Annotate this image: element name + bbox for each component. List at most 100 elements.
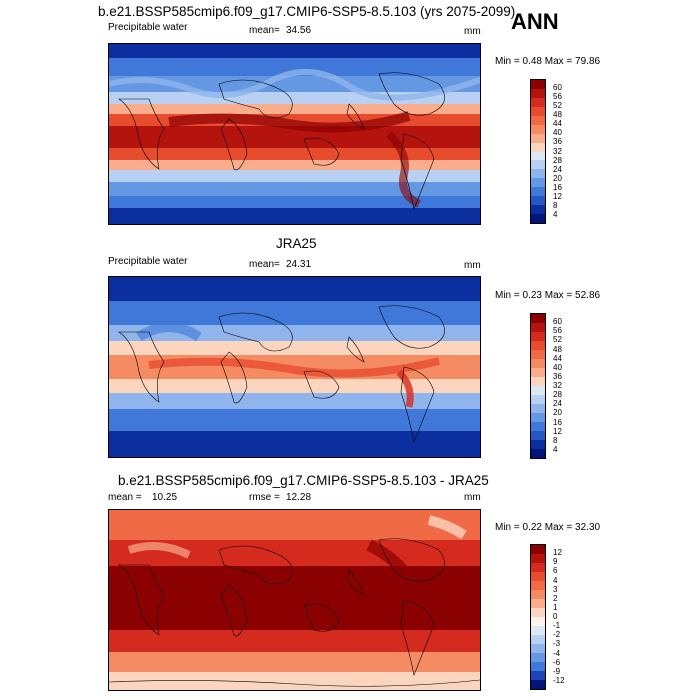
colorbar-swatch xyxy=(531,323,545,332)
colorbar-swatch xyxy=(531,341,545,350)
panel3-rmse-value: 12.28 xyxy=(286,492,312,503)
colorbar-swatch xyxy=(531,554,545,563)
colorbar-swatch xyxy=(531,80,545,89)
colorbar-swatch xyxy=(531,151,545,161)
colorbar-swatch xyxy=(531,106,545,116)
colorbar-tick-label: -2 xyxy=(553,630,561,640)
colorbar-swatch xyxy=(531,178,545,188)
colorbar-tick-label: 60 xyxy=(553,317,562,327)
panel2-units: mm xyxy=(464,260,481,271)
panel1-mean-value: 34.56 xyxy=(286,25,312,36)
panel3-mean-label: mean = xyxy=(108,492,142,503)
colorbar-swatch xyxy=(531,97,545,107)
colorbar-swatch xyxy=(531,545,545,554)
panel1-map xyxy=(108,43,481,225)
colorbar-swatch xyxy=(531,422,545,431)
panel2-mean-label: mean= xyxy=(249,259,280,270)
colorbar-tick-label: 24 xyxy=(553,164,562,174)
colorbar-tick-label: 12 xyxy=(553,548,562,558)
colorbar-tick-label: 48 xyxy=(553,344,562,354)
colorbar-tick-label: 40 xyxy=(553,128,562,138)
colorbar-tick-label: 36 xyxy=(553,137,562,147)
colorbar-tick-label: 4 xyxy=(553,209,558,219)
panel2-map xyxy=(108,276,481,458)
colorbar-swatch xyxy=(531,115,545,125)
panel3-minmax: Min = 0.22 Max = 32.30 xyxy=(495,522,601,533)
panel3-title: b.e21.BSSP585cmip6.f09_g17.CMIP6-SSP5-8.… xyxy=(118,473,489,488)
colorbar-tick-label: 48 xyxy=(553,110,562,120)
panel3-colorbar xyxy=(530,544,546,690)
panel1-mean-label: mean= xyxy=(249,25,280,36)
colorbar-swatch xyxy=(531,359,545,368)
colorbar-swatch xyxy=(531,581,545,590)
colorbar-swatch xyxy=(531,608,545,617)
colorbar-tick-label: -3 xyxy=(553,639,561,649)
colorbar-swatch xyxy=(531,395,545,404)
colorbar-swatch xyxy=(531,653,545,662)
colorbar-tick-label: 32 xyxy=(553,146,562,156)
colorbar-swatch xyxy=(531,413,545,422)
panel1-coastlines xyxy=(118,72,445,211)
colorbar-tick-label: 16 xyxy=(553,182,562,192)
colorbar-swatch xyxy=(531,635,545,644)
colorbar-tick-label: -12 xyxy=(553,675,565,685)
colorbar-tick-label: 40 xyxy=(553,362,562,372)
colorbar-tick-label: 36 xyxy=(553,371,562,381)
colorbar-tick-label: 8 xyxy=(553,435,558,445)
colorbar-swatch xyxy=(531,205,545,215)
colorbar-swatch xyxy=(531,572,545,581)
colorbar-swatch xyxy=(531,680,545,689)
panel1-units: mm xyxy=(464,26,481,37)
panel2-coastlines xyxy=(118,305,445,444)
colorbar-tick-label: 3 xyxy=(553,584,558,594)
colorbar-tick-label: -6 xyxy=(553,657,561,667)
colorbar-tick-label: 56 xyxy=(553,326,562,336)
colorbar-tick-label: 16 xyxy=(553,417,562,427)
colorbar-tick-label: 6 xyxy=(553,566,558,576)
colorbar-swatch xyxy=(531,142,545,152)
colorbar-tick-label: 60 xyxy=(553,83,562,93)
colorbar-tick-label: 4 xyxy=(553,444,558,454)
colorbar-tick-label: -4 xyxy=(553,648,561,658)
colorbar-swatch xyxy=(531,350,545,359)
colorbar-swatch xyxy=(531,332,545,341)
panel1-variable: Precipitable water xyxy=(108,22,188,33)
colorbar-tick-label: 52 xyxy=(553,101,562,111)
colorbar-swatch xyxy=(531,431,545,440)
panel2-title: JRA25 xyxy=(276,236,317,251)
colorbar-tick-label: 24 xyxy=(553,399,562,409)
colorbar-swatch xyxy=(531,160,545,170)
colorbar-swatch xyxy=(531,404,545,413)
colorbar-swatch xyxy=(531,386,545,395)
colorbar-swatch xyxy=(531,368,545,377)
panel2-colorbar xyxy=(530,313,546,459)
panel3-units: mm xyxy=(464,492,481,503)
panel3-map xyxy=(108,509,481,691)
colorbar-tick-label: -9 xyxy=(553,666,561,676)
colorbar-tick-label: 20 xyxy=(553,173,562,183)
colorbar-swatch xyxy=(531,617,545,626)
colorbar-tick-label: 20 xyxy=(553,408,562,418)
panel3-coastlines xyxy=(109,538,480,687)
colorbar-tick-label: 12 xyxy=(553,191,562,201)
colorbar-tick-label: 44 xyxy=(553,353,562,363)
colorbar-tick-label: 4 xyxy=(553,575,558,585)
colorbar-swatch xyxy=(531,449,545,458)
colorbar-tick-label: 1 xyxy=(553,602,558,612)
colorbar-tick-label: 0 xyxy=(553,612,558,621)
panel2-mean-value: 24.31 xyxy=(286,259,312,270)
colorbar-tick-label: 28 xyxy=(553,155,562,165)
colorbar-swatch xyxy=(531,626,545,635)
colorbar-tick-label: 2 xyxy=(553,593,558,603)
colorbar-swatch xyxy=(531,377,545,386)
colorbar-swatch xyxy=(531,88,545,98)
panel2-variable: Precipitable water xyxy=(108,256,188,267)
colorbar-swatch xyxy=(531,644,545,653)
panel1-minmax: Min = 0.48 Max = 79.86 xyxy=(495,56,601,67)
colorbar-swatch xyxy=(531,563,545,572)
colorbar-swatch xyxy=(531,124,545,134)
colorbar-swatch xyxy=(531,169,545,179)
colorbar-tick-label: 9 xyxy=(553,557,558,567)
colorbar-swatch xyxy=(531,599,545,608)
colorbar-tick-label: 44 xyxy=(553,119,562,129)
